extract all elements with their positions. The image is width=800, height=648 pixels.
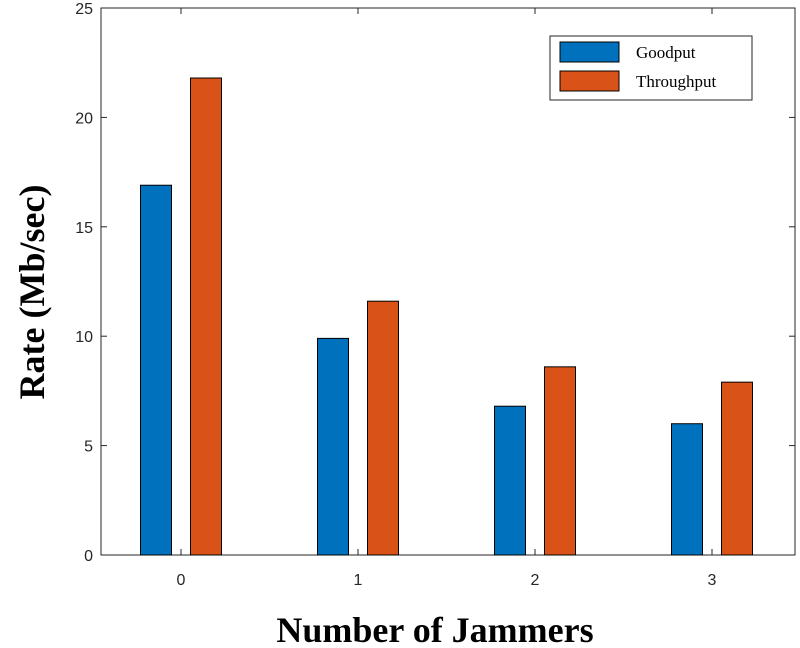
legend: Goodput Throughput [549, 35, 753, 101]
bar-throughput-2 [544, 366, 576, 556]
x-axis-title: Number of Jammers [276, 610, 593, 648]
x-tick-label: 2 [531, 572, 540, 589]
legend-label-goodput: Goodput [636, 43, 696, 62]
x-axis-ticks: 0 1 2 3 [177, 8, 717, 589]
bar-goodput-2 [494, 405, 526, 556]
bar-throughput-1 [367, 300, 399, 556]
bar-throughput-0 [190, 77, 222, 556]
x-tick-label: 3 [708, 572, 717, 589]
y-tick-label: 20 [75, 110, 93, 127]
legend-swatch-goodput [559, 41, 620, 63]
x-tick-label: 0 [177, 572, 186, 589]
legend-label-throughput: Throughput [636, 72, 717, 91]
bar-goodput-3 [671, 423, 703, 556]
bar-goodput-0 [140, 184, 172, 556]
y-tick-label: 5 [84, 439, 93, 456]
y-tick-label: 10 [75, 329, 93, 346]
bar-group [140, 77, 753, 556]
y-tick-label: 25 [75, 1, 93, 18]
y-tick-label: 0 [84, 548, 93, 565]
legend-swatch-throughput [559, 70, 620, 92]
y-axis-title: Rate (Mb/sec) [12, 185, 52, 400]
x-tick-label: 1 [354, 572, 363, 589]
bar-goodput-1 [317, 337, 349, 556]
y-axis-ticks: 0 5 10 15 20 25 [75, 1, 795, 565]
y-tick-label: 15 [75, 220, 93, 237]
bar-throughput-3 [721, 381, 753, 556]
